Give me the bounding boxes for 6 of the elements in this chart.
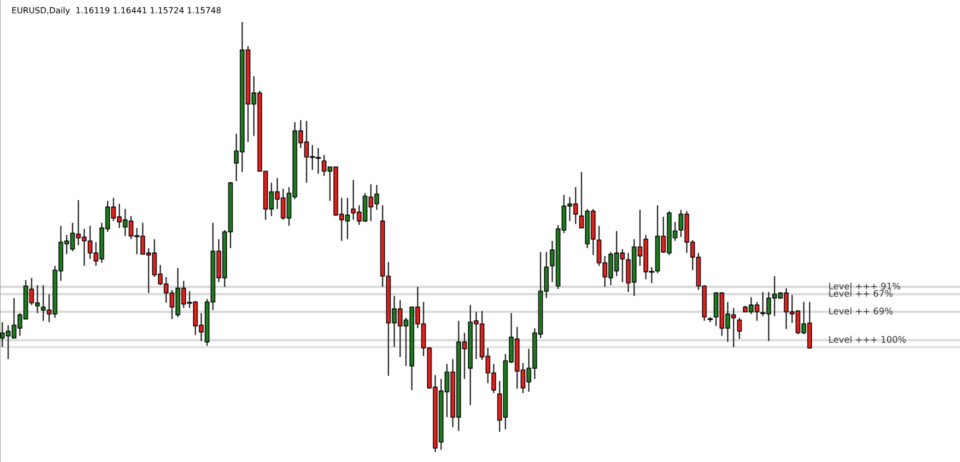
ref-line-label: Level ++ 67% [829,290,893,297]
ref-line-label: Level ++ 69% [829,307,893,314]
chart-title: EURUSD,Daily 1.16119 1.16441 1.15724 1.15748 [12,6,221,15]
candlestick [737,317,742,340]
ref-line-label: Level +++ 91% [829,282,900,290]
ref-line-label: Level +++ 100% [829,336,906,343]
